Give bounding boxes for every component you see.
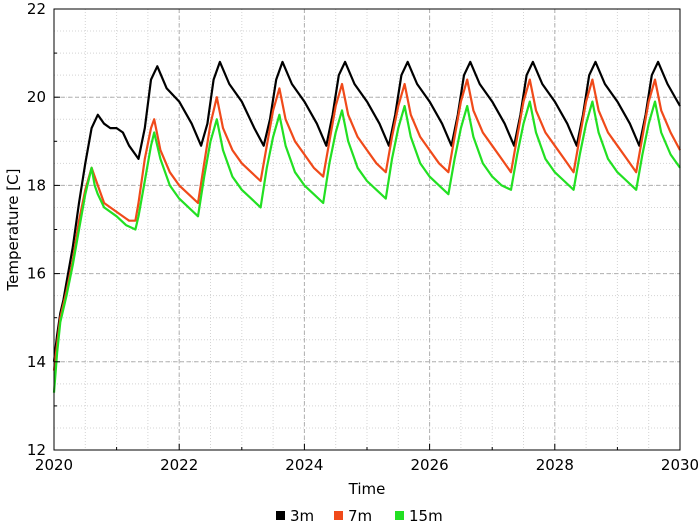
- legend: 3m 7m 15m: [276, 507, 443, 525]
- legend-label: 7m: [348, 507, 372, 525]
- legend-item-3m: 3m: [276, 507, 314, 525]
- y-tick-label: 12: [27, 441, 46, 459]
- y-axis-title: Temperature [C]: [4, 169, 22, 292]
- series-line-7m: [52, 78, 681, 371]
- x-axis-title: Time: [348, 480, 386, 498]
- legend-swatch: [334, 511, 343, 520]
- y-tick-label: 18: [27, 176, 46, 194]
- legend-label: 15m: [409, 507, 443, 525]
- series-line-3m: [52, 60, 681, 362]
- y-tick-label: 16: [27, 265, 46, 283]
- x-tick-label: 2028: [536, 456, 574, 474]
- y-tick-label: 22: [27, 0, 46, 18]
- y-tick-label: 20: [27, 88, 46, 106]
- legend-swatch: [276, 511, 285, 520]
- legend-item-7m: 7m: [334, 507, 372, 525]
- series-line-15m: [52, 100, 681, 393]
- x-axis: 2020 2022 2024 2026 2028 2030: [35, 444, 699, 474]
- legend-swatch: [395, 511, 404, 520]
- y-axis: 12 14 16 18 20 22: [27, 0, 60, 459]
- x-tick-label: 2026: [411, 456, 449, 474]
- y-tick-label: 14: [27, 353, 46, 371]
- series-layer: [52, 60, 681, 393]
- x-tick-label: 2030: [661, 456, 699, 474]
- x-tick-label: 2022: [160, 456, 198, 474]
- x-tick-label: 2020: [35, 456, 73, 474]
- legend-label: 3m: [290, 507, 314, 525]
- legend-item-15m: 15m: [395, 507, 443, 525]
- x-tick-label: 2024: [285, 456, 323, 474]
